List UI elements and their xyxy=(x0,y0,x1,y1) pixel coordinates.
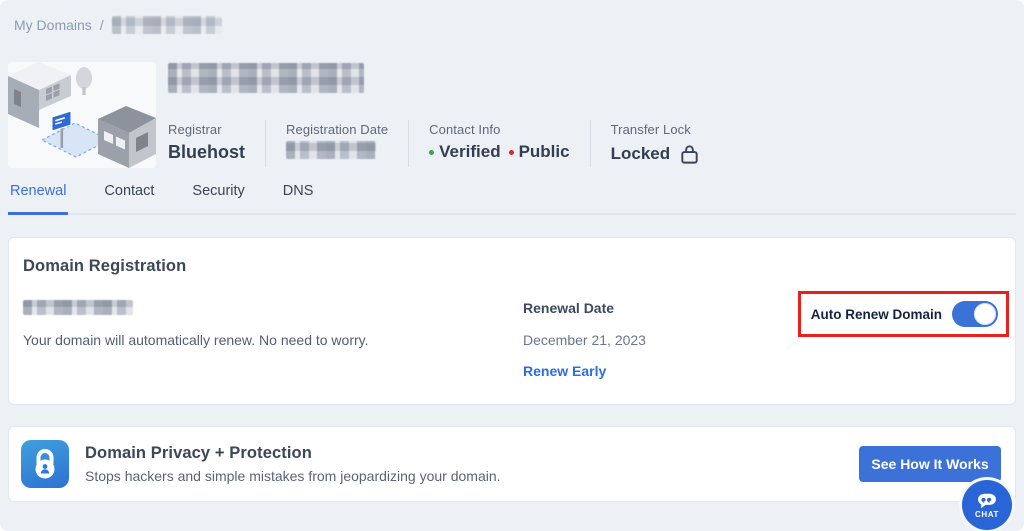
privacy-lock-icon xyxy=(21,440,69,488)
registrar-value: Bluehost xyxy=(168,142,246,162)
renewal-date-block: Renewal Date December 21, 2023 Renew Ear… xyxy=(523,290,798,381)
privacy-text-block: Domain Privacy + Protection Stops hacker… xyxy=(85,444,501,484)
registration-date-label: Registration Date xyxy=(286,122,389,137)
auto-renew-label: Auto Renew Domain xyxy=(810,306,942,322)
contact-verified-badge: Verified xyxy=(429,142,501,162)
field-transfer-lock: Transfer Lock Locked xyxy=(589,120,722,167)
chat-icon xyxy=(978,493,996,508)
domain-name-censored xyxy=(168,63,364,93)
public-dot-icon xyxy=(508,149,514,155)
field-registration-date: Registration Date xyxy=(265,120,408,167)
chat-widget-button[interactable]: CHAT xyxy=(959,477,1015,531)
domain-info-row: Registrar Bluehost Registration Date Con… xyxy=(168,120,721,167)
auto-renew-annotation-box: Auto Renew Domain xyxy=(797,291,1009,337)
domain-header-info: Registrar Bluehost Registration Date Con… xyxy=(168,62,721,168)
lock-icon xyxy=(681,145,698,164)
card-title: Domain Registration xyxy=(23,257,187,275)
chat-label: CHAT xyxy=(974,509,1000,519)
tab-renewal[interactable]: Renewal xyxy=(8,183,69,215)
auto-renew-note: Your domain will automatically renew. No… xyxy=(23,332,369,348)
transfer-lock-label: Transfer Lock xyxy=(610,122,691,137)
breadcrumb-my-domains-link[interactable]: My Domains xyxy=(14,17,92,33)
domain-header: Registrar Bluehost Registration Date Con… xyxy=(8,62,1016,168)
tab-bar: Renewal Contact Security DNS xyxy=(8,183,1016,215)
verified-dot-icon xyxy=(429,149,435,155)
privacy-title: Domain Privacy + Protection xyxy=(85,444,312,462)
domain-privacy-card: Domain Privacy + Protection Stops hacker… xyxy=(8,426,1016,502)
renewal-date-value: December 21, 2023 xyxy=(523,332,646,348)
see-how-it-works-button[interactable]: See How It Works xyxy=(859,446,1001,482)
registration-date-censored xyxy=(286,141,377,159)
registrar-label: Registrar xyxy=(168,122,222,137)
renew-early-link[interactable]: Renew Early xyxy=(523,363,607,379)
houses-illustration-icon xyxy=(8,62,156,168)
breadcrumb-current-domain-censored xyxy=(111,16,222,34)
field-registrar: Registrar Bluehost xyxy=(168,120,265,167)
tab-dns[interactable]: DNS xyxy=(282,183,314,199)
tab-contact[interactable]: Contact xyxy=(104,183,155,199)
verified-text: Verified xyxy=(439,142,501,161)
toggle-knob xyxy=(974,303,996,325)
field-contact-info: Contact Info Verified Public xyxy=(408,120,589,167)
contact-public-badge: Public xyxy=(508,142,570,162)
domain-illustration xyxy=(8,62,156,168)
privacy-description: Stops hackers and simple mistakes from j… xyxy=(85,468,501,484)
registration-summary: Your domain will automatically renew. No… xyxy=(23,290,523,348)
card-domain-name-censored xyxy=(23,300,133,315)
contact-info-label: Contact Info xyxy=(429,122,501,137)
breadcrumb-separator: / xyxy=(99,17,104,33)
public-text: Public xyxy=(518,142,570,161)
breadcrumb: My Domains / xyxy=(0,0,1024,35)
tab-security[interactable]: Security xyxy=(192,183,245,199)
domain-registration-card: Domain Registration Your domain will aut… xyxy=(8,237,1016,405)
renewal-date-label: Renewal Date xyxy=(523,300,615,316)
transfer-lock-value: Locked xyxy=(610,143,671,163)
auto-renew-toggle[interactable] xyxy=(952,301,998,327)
